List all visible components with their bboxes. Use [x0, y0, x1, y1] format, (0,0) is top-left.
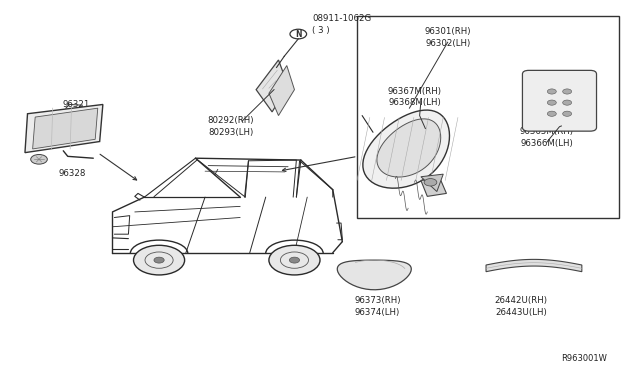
- Text: 08911-1062G
( 3 ): 08911-1062G ( 3 ): [312, 15, 372, 35]
- Text: 96373(RH)
96374(LH): 96373(RH) 96374(LH): [354, 296, 401, 317]
- Circle shape: [563, 111, 572, 116]
- Text: 80292(RH)
80293(LH): 80292(RH) 80293(LH): [207, 116, 254, 137]
- FancyBboxPatch shape: [522, 70, 596, 131]
- Polygon shape: [269, 65, 294, 116]
- Circle shape: [289, 257, 300, 263]
- Circle shape: [547, 89, 556, 94]
- Polygon shape: [421, 174, 444, 192]
- Polygon shape: [421, 179, 447, 196]
- Polygon shape: [363, 110, 449, 188]
- Bar: [357, 16, 619, 218]
- Text: 96321: 96321: [62, 100, 90, 109]
- Polygon shape: [377, 119, 441, 177]
- Polygon shape: [486, 259, 582, 272]
- Circle shape: [31, 154, 47, 164]
- Circle shape: [547, 111, 556, 116]
- Text: 96328: 96328: [58, 169, 86, 177]
- Polygon shape: [256, 60, 288, 112]
- Polygon shape: [337, 260, 412, 290]
- Text: 26442U(RH)
26443U(LH): 26442U(RH) 26443U(LH): [495, 296, 548, 317]
- Circle shape: [563, 89, 572, 94]
- Circle shape: [134, 245, 184, 275]
- Polygon shape: [33, 108, 98, 149]
- Circle shape: [424, 179, 437, 186]
- Text: 96301(RH)
96302(LH): 96301(RH) 96302(LH): [424, 28, 471, 48]
- Text: 96367M(RH)
96368M(LH): 96367M(RH) 96368M(LH): [387, 87, 442, 108]
- Text: N: N: [295, 29, 301, 39]
- Circle shape: [547, 100, 556, 105]
- Text: 96365M(RH)
96366M(LH): 96365M(RH) 96366M(LH): [520, 128, 573, 148]
- Circle shape: [563, 100, 572, 105]
- Circle shape: [269, 245, 320, 275]
- Polygon shape: [25, 105, 103, 153]
- Text: R963001W: R963001W: [561, 354, 607, 363]
- Circle shape: [154, 257, 164, 263]
